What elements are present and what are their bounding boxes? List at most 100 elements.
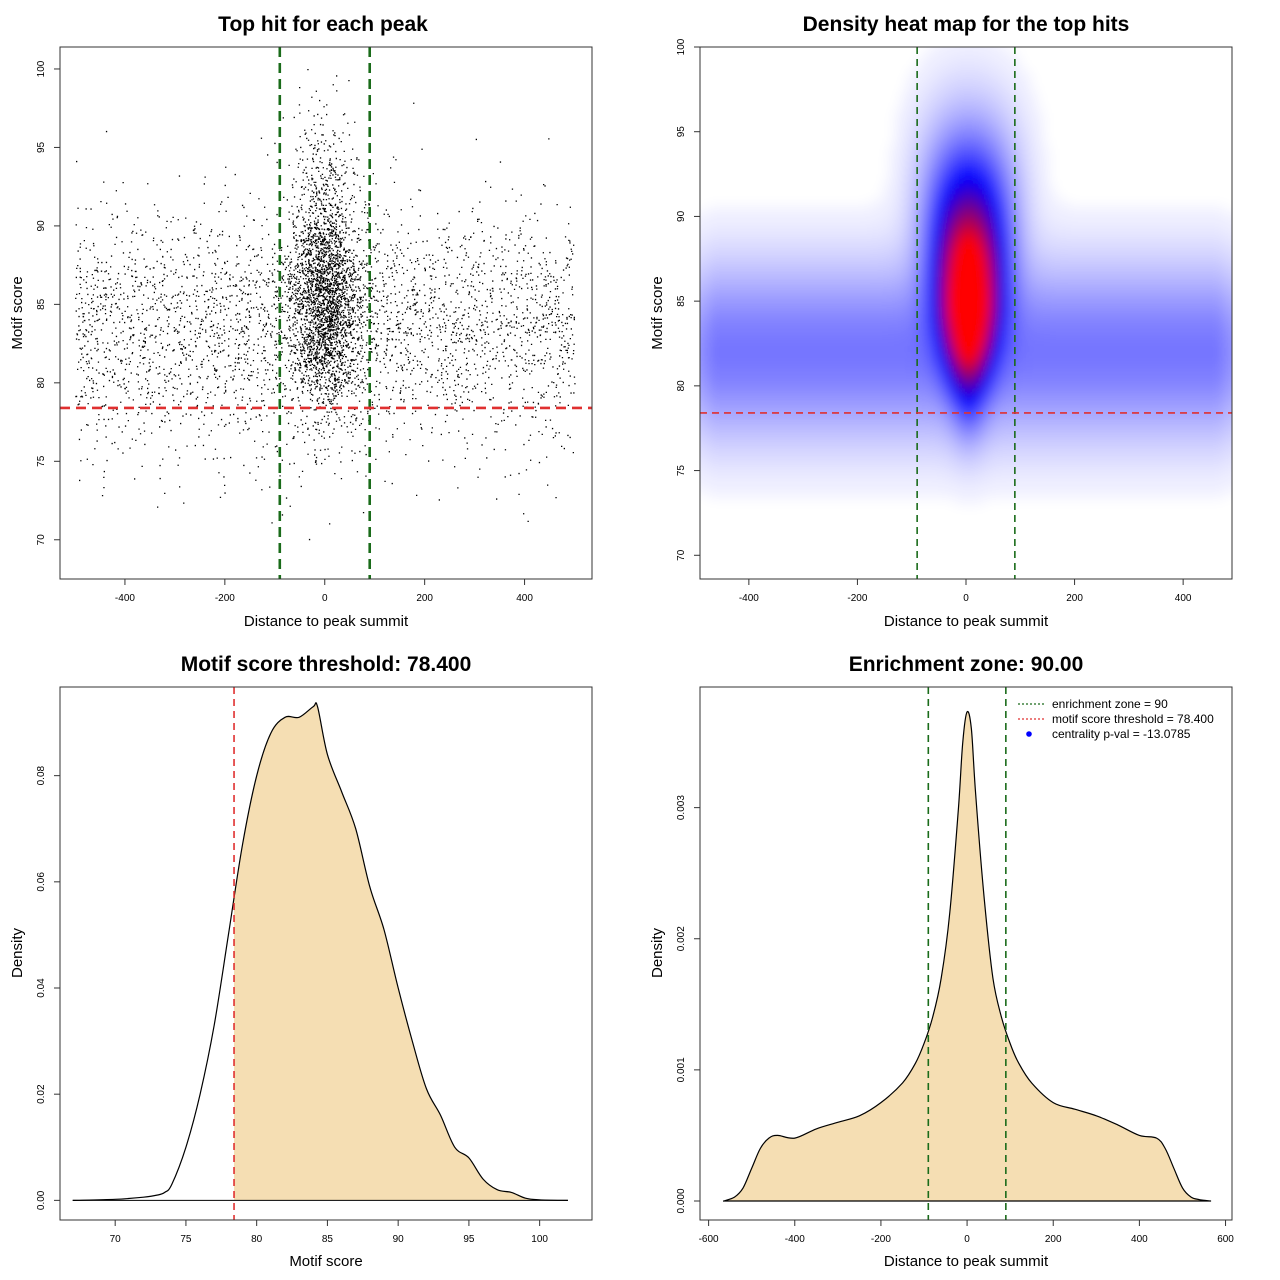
- heatmap-cell: [768, 475, 775, 482]
- heatmap-cell: [1194, 253, 1201, 260]
- heatmap-cell: [1074, 295, 1081, 302]
- heatmap-cell: [756, 391, 763, 398]
- heatmap-cell: [858, 433, 865, 440]
- heatmap-cell: [966, 79, 973, 86]
- heatmap-cell: [1068, 355, 1075, 362]
- heatmap-cell: [1146, 421, 1153, 428]
- heatmap-cell: [924, 427, 931, 434]
- heatmap-cell: [1188, 343, 1195, 350]
- heatmap-cell: [1176, 343, 1183, 350]
- heatmap-cell: [924, 163, 931, 170]
- heatmap-cell: [780, 271, 787, 278]
- heatmap-cell: [840, 223, 847, 230]
- heatmap-cell: [756, 205, 763, 212]
- heatmap-cell: [1110, 259, 1117, 266]
- heatmap-cell: [738, 397, 745, 404]
- heatmap-cell: [1140, 283, 1147, 290]
- heatmap-cell: [1194, 367, 1201, 374]
- heatmap-cell: [924, 433, 931, 440]
- heatmap-cell: [1176, 229, 1183, 236]
- heatmap-cell: [1116, 367, 1123, 374]
- heatmap-cell: [1212, 361, 1219, 368]
- heatmap-cell: [990, 265, 997, 272]
- heatmap-cell: [840, 349, 847, 356]
- heatmap-cell: [978, 451, 985, 458]
- heatmap-cell: [864, 229, 871, 236]
- heatmap-cell: [1158, 205, 1165, 212]
- heatmap-cell: [1140, 253, 1147, 260]
- heatmap-cell: [966, 115, 973, 122]
- heatmap-cell: [1038, 193, 1045, 200]
- heatmap-cell: [1068, 451, 1075, 458]
- heatmap-cell: [700, 277, 703, 284]
- heatmap-cell: [978, 307, 985, 314]
- heatmap-cell: [984, 325, 991, 332]
- heatmap-cell: [984, 139, 991, 146]
- heatmap-cell: [858, 229, 865, 236]
- heatmap-cell: [1152, 439, 1159, 446]
- heatmap-cell: [858, 283, 865, 290]
- heatmap-cell: [1020, 349, 1027, 356]
- heatmap-cell: [822, 259, 829, 266]
- heatmap-cell: [700, 241, 703, 248]
- heatmap-cell: [1032, 139, 1039, 146]
- heatmap-cell: [708, 361, 715, 368]
- heatmap-cell: [846, 445, 853, 452]
- heatmap-cell: [828, 469, 835, 476]
- heatmap-cell: [966, 283, 973, 290]
- heatmap-cell: [858, 379, 865, 386]
- heatmap-cell: [924, 457, 931, 464]
- heatmap-cell: [966, 37, 973, 44]
- heatmap-cell: [846, 313, 853, 320]
- heatmap-cell: [888, 445, 895, 452]
- heatmap-cell: [912, 307, 919, 314]
- heatmap-cell: [726, 421, 733, 428]
- heatmap-cell: [1122, 373, 1129, 380]
- heatmap-cell: [834, 481, 841, 488]
- heatmap-cell: [1038, 259, 1045, 266]
- heatmap-cell: [1206, 439, 1213, 446]
- heatmap-cell: [930, 103, 937, 110]
- heatmap-cell: [852, 349, 859, 356]
- heatmap-cell: [948, 421, 955, 428]
- heatmap-cell: [924, 139, 931, 146]
- heatmap-cell: [750, 319, 757, 326]
- heatmap-cell: [762, 367, 769, 374]
- heatmap-cell: [942, 47, 949, 50]
- heatmap-cell: [1098, 241, 1105, 248]
- heatmap-cell: [1170, 337, 1177, 344]
- heatmap-cell: [906, 115, 913, 122]
- heatmap-cell: [1002, 187, 1009, 194]
- heatmap-cell: [1002, 169, 1009, 176]
- heatmap-cell: [1038, 217, 1045, 224]
- heatmap-cell: [1020, 259, 1027, 266]
- heatmap-cell: [1062, 463, 1069, 470]
- heatmap-cell: [762, 271, 769, 278]
- heatmap-cell: [948, 313, 955, 320]
- heatmap-cell: [1164, 445, 1171, 452]
- heatmap-cell: [954, 289, 961, 296]
- heatmap-cell: [1164, 391, 1171, 398]
- heatmap-cell: [762, 229, 769, 236]
- heatmap-cell: [1170, 385, 1177, 392]
- heatmap-cell: [804, 283, 811, 290]
- heatmap-cell: [1128, 367, 1135, 374]
- heatmap-cell: [1128, 295, 1135, 302]
- heatmap-cell: [948, 211, 955, 218]
- heatmap-cell: [798, 217, 805, 224]
- heatmap-cell: [1056, 349, 1063, 356]
- heatmap-cell: [714, 265, 721, 272]
- heatmap-cell: [1188, 331, 1195, 338]
- heatmap-cell: [1146, 427, 1153, 434]
- heatmap-cell: [774, 481, 781, 488]
- heatmap-cell: [918, 157, 925, 164]
- heatmap-cell: [966, 91, 973, 98]
- heatmap-cell: [1158, 463, 1165, 470]
- heatmap-cell: [1152, 343, 1159, 350]
- heatmap-cell: [960, 355, 967, 362]
- heatmap-cell: [1080, 409, 1087, 416]
- heatmap-cell: [1152, 355, 1159, 362]
- heatmap-cell: [732, 475, 739, 482]
- heatmap-cell: [828, 475, 835, 482]
- heatmap-cell: [924, 181, 931, 188]
